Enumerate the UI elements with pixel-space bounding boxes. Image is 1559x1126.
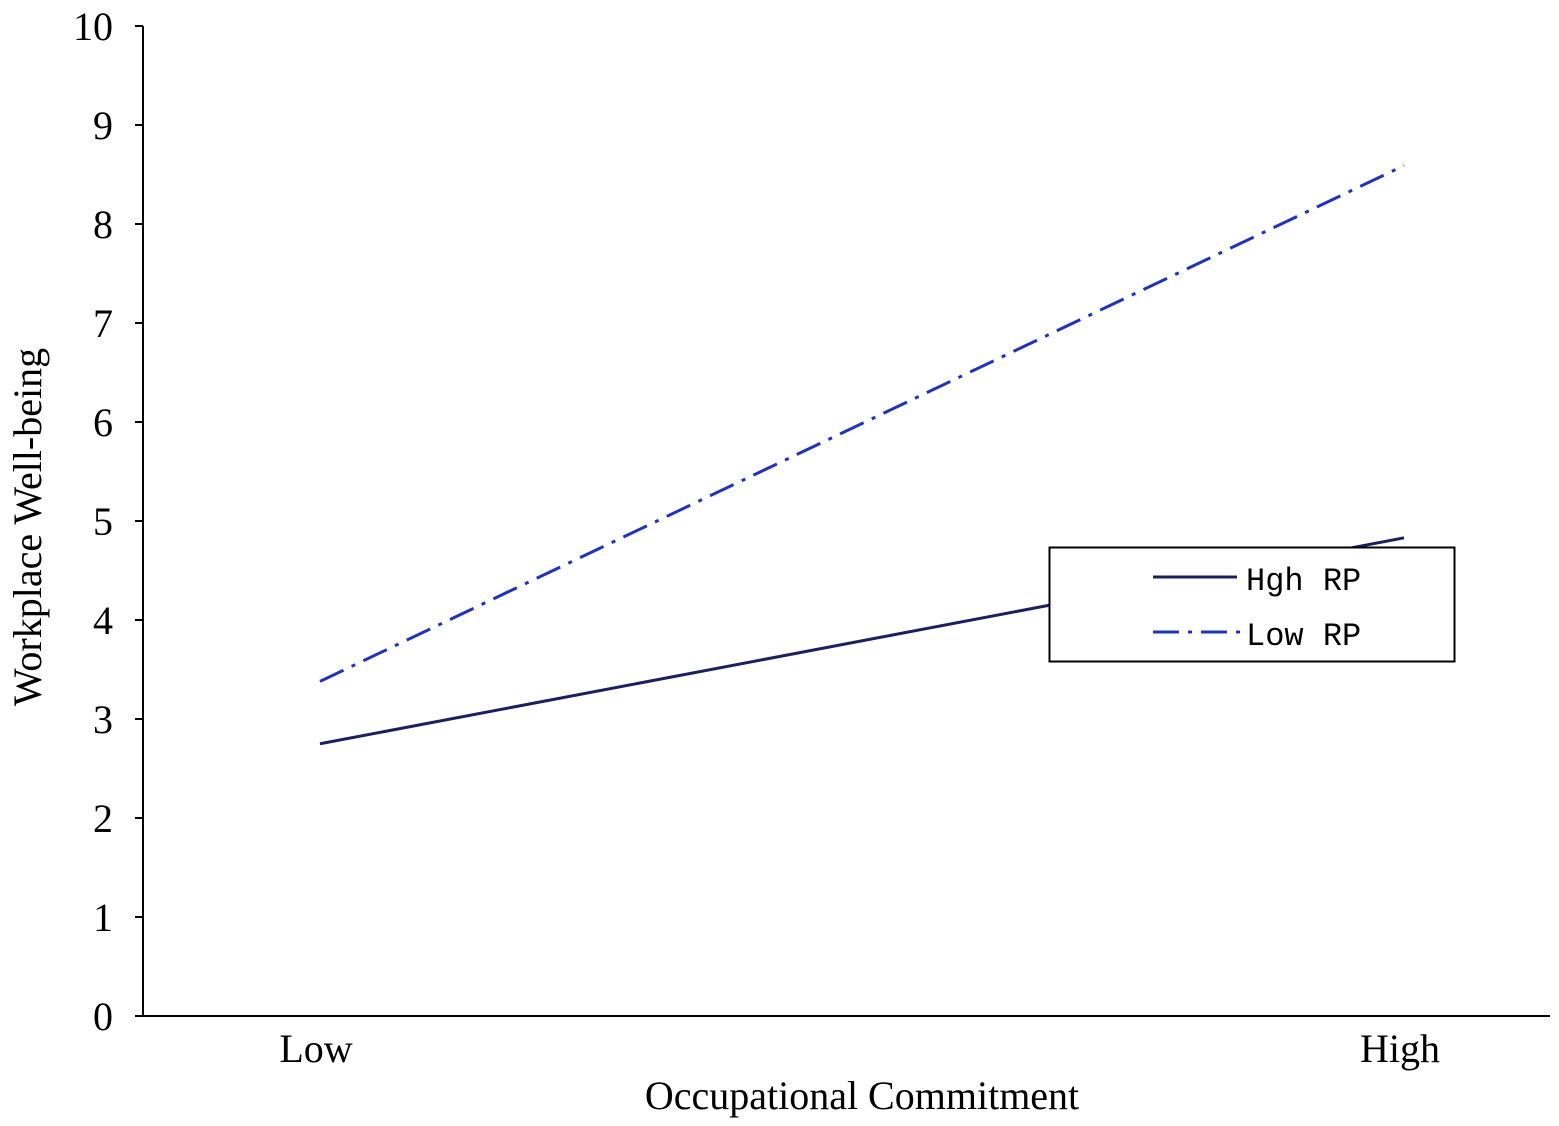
x-tick-label: High bbox=[1360, 1026, 1440, 1071]
y-tick-label: 2 bbox=[93, 796, 113, 841]
y-tick-label: 1 bbox=[93, 895, 113, 940]
y-axis-ticks: 0 1 2 3 4 5 6 7 8 9 10 bbox=[73, 4, 143, 1039]
y-axis-title: Workplace Well-being bbox=[5, 348, 50, 706]
x-axis-ticks: Low High bbox=[279, 1026, 1440, 1071]
x-tick-label: Low bbox=[279, 1026, 352, 1071]
legend-label-low-rp: Low RP bbox=[1246, 618, 1361, 655]
legend-box bbox=[1048, 546, 1456, 663]
y-tick-label: 6 bbox=[93, 400, 113, 445]
legend: Hgh RP Low RP bbox=[1048, 546, 1456, 663]
y-tick-label: 7 bbox=[93, 301, 113, 346]
axes bbox=[142, 26, 1550, 1017]
y-tick-label: 10 bbox=[73, 4, 113, 49]
legend-label-hgh-rp: Hgh RP bbox=[1246, 563, 1361, 600]
y-tick-label: 8 bbox=[93, 202, 113, 247]
x-axis-title: Occupational Commitment bbox=[645, 1073, 1079, 1118]
y-tick-label: 9 bbox=[93, 103, 113, 148]
y-tick-label: 5 bbox=[93, 499, 113, 544]
y-tick-label: 3 bbox=[93, 697, 113, 742]
y-tick-label: 4 bbox=[93, 598, 113, 643]
y-tick-label: 0 bbox=[93, 994, 113, 1039]
series-line-low-rp bbox=[319, 164, 1405, 683]
